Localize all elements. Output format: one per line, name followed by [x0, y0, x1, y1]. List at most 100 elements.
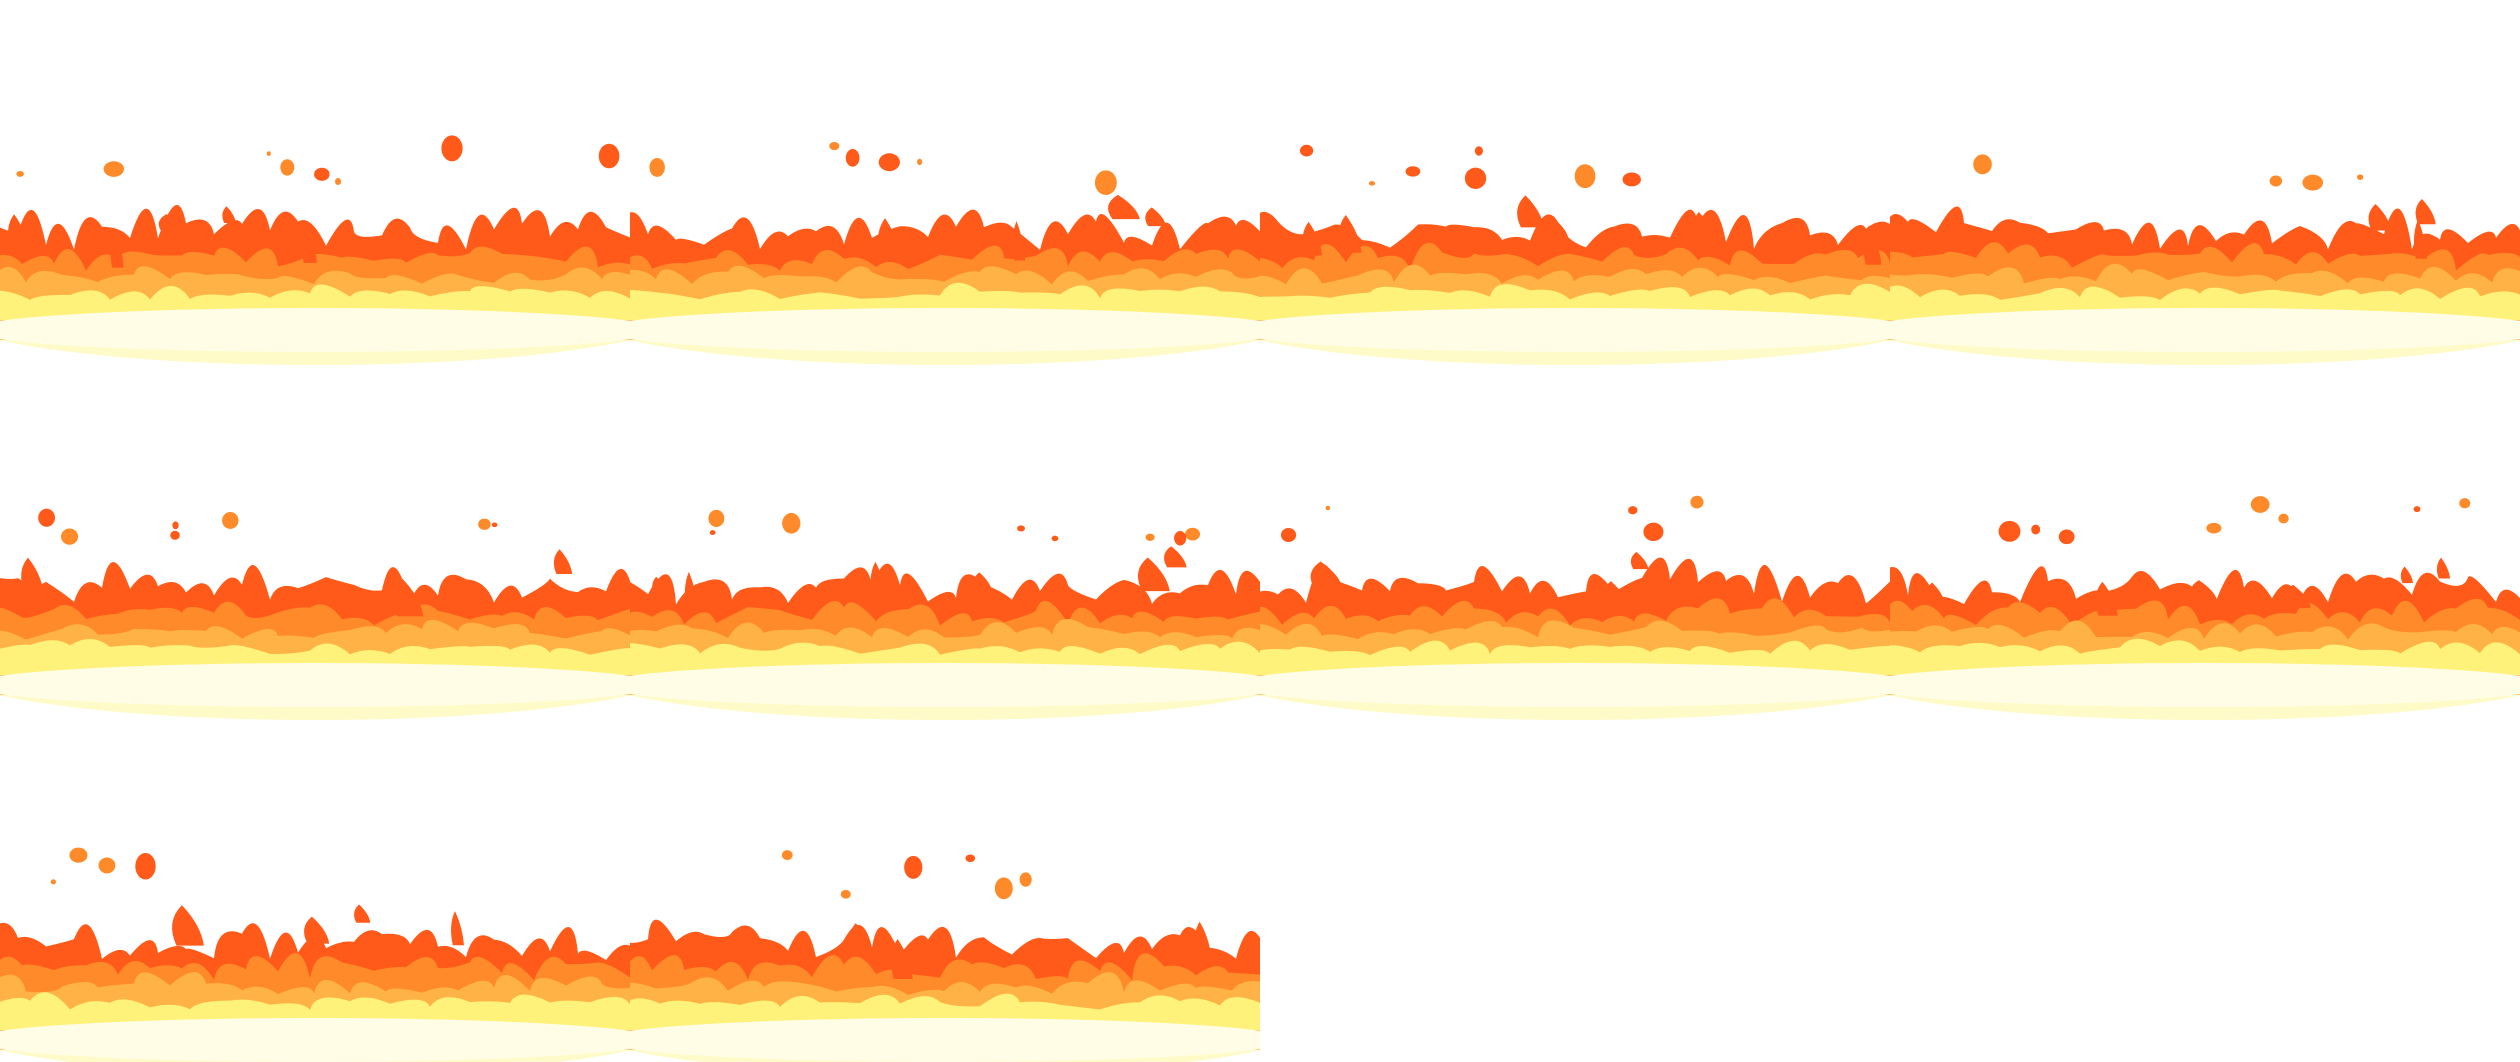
- ember: [1325, 505, 1331, 511]
- flame-flick: [110, 227, 124, 268]
- flame-flick: [1338, 214, 1362, 253]
- flame-flick: [1517, 195, 1544, 228]
- flame-flick: [1302, 221, 1323, 256]
- flame-flick: [301, 229, 317, 263]
- ember: [917, 158, 923, 166]
- ember: [598, 143, 620, 169]
- flame-flick: [973, 572, 993, 592]
- fire-frame-layers: [1260, 495, 1890, 720]
- flame-flick: [652, 576, 666, 596]
- fire-frame-7: [1260, 495, 1890, 720]
- flame-haze: [0, 1018, 630, 1062]
- flame-haze: [630, 1018, 1260, 1062]
- ember: [965, 854, 976, 863]
- ember: [103, 161, 125, 177]
- ember: [38, 508, 55, 527]
- flame-flick: [1690, 211, 1718, 252]
- ember: [1368, 181, 1376, 186]
- ember: [16, 171, 24, 177]
- flame-flick: [877, 218, 902, 260]
- ember: [829, 141, 840, 151]
- fire-frame-layers: [1260, 144, 1890, 365]
- fire-frame-layers: [1890, 154, 2520, 365]
- fire-frame-10: [630, 850, 1260, 1062]
- ember: [314, 167, 330, 181]
- flame-flick: [2415, 199, 2436, 225]
- ember: [2250, 496, 2270, 513]
- ember: [135, 853, 156, 880]
- flame-flick: [1108, 194, 1140, 220]
- flame-flick: [222, 206, 236, 224]
- flame-flick: [304, 916, 330, 944]
- flame-haze: [630, 308, 1260, 352]
- flame-haze: [1890, 308, 2520, 352]
- ember: [1474, 146, 1483, 156]
- ember: [709, 530, 716, 536]
- fire-frame-layers: [630, 141, 1260, 365]
- ember: [994, 877, 1013, 900]
- flame-haze: [1890, 663, 2520, 707]
- flame-flick: [78, 929, 91, 957]
- flame-flick: [1164, 546, 1187, 568]
- flame-flick: [849, 923, 869, 950]
- ember: [1299, 144, 1314, 157]
- ember: [1280, 528, 1297, 543]
- flame-flick: [158, 214, 184, 233]
- flame-flick: [2284, 584, 2311, 609]
- ember: [2206, 522, 2222, 534]
- flame-flick: [2368, 203, 2392, 231]
- ember: [266, 151, 271, 156]
- flame-flick: [451, 911, 464, 946]
- flame-flick: [172, 905, 204, 946]
- ember: [649, 158, 665, 177]
- flame-flick: [8, 214, 28, 247]
- flame-flick: [2413, 219, 2428, 259]
- fire-frame-5: [0, 508, 630, 720]
- ember: [98, 857, 116, 874]
- flame-haze: [1260, 663, 1890, 707]
- fire-frame-6: [630, 509, 1260, 720]
- flame-flick: [2095, 581, 2118, 616]
- fire-frame-1: [0, 135, 630, 365]
- ember: [222, 512, 239, 529]
- ember: [2269, 175, 2283, 187]
- flame-flick: [1137, 557, 1170, 592]
- ember: [2413, 506, 2421, 513]
- ember: [1145, 533, 1155, 541]
- fire-frame-9: [0, 847, 630, 1062]
- ember: [2031, 524, 2041, 535]
- ember: [441, 135, 463, 162]
- ember: [904, 855, 923, 879]
- ember: [781, 850, 793, 861]
- flame-flick: [1630, 551, 1649, 570]
- ember: [2459, 498, 2471, 509]
- ember: [845, 149, 860, 167]
- flame-flick: [1012, 220, 1026, 261]
- ember: [491, 522, 498, 528]
- flame-flick: [1602, 581, 1631, 612]
- flame-flick: [2400, 566, 2414, 584]
- flame-haze: [0, 308, 630, 352]
- ember: [1094, 170, 1117, 195]
- flame-flick: [1538, 214, 1569, 239]
- ember: [1464, 167, 1487, 189]
- fire-frame-layers: [630, 850, 1260, 1062]
- flame-flick: [1194, 921, 1212, 957]
- ember: [50, 879, 56, 885]
- fire-frame-layers: [0, 135, 630, 365]
- flame-flick: [354, 904, 371, 923]
- flame-flick: [21, 557, 44, 591]
- ember: [335, 178, 342, 186]
- flame-haze: [0, 663, 630, 707]
- ember: [172, 521, 179, 530]
- flame-flick: [684, 571, 699, 612]
- ember: [1628, 506, 1638, 515]
- flame-flick: [392, 578, 424, 617]
- frames-layer: [0, 135, 2520, 1062]
- ember: [840, 889, 851, 899]
- ember: [478, 518, 491, 530]
- fire-frame-3: [1260, 144, 1890, 365]
- flame-flick: [1145, 207, 1167, 227]
- ember: [170, 530, 180, 540]
